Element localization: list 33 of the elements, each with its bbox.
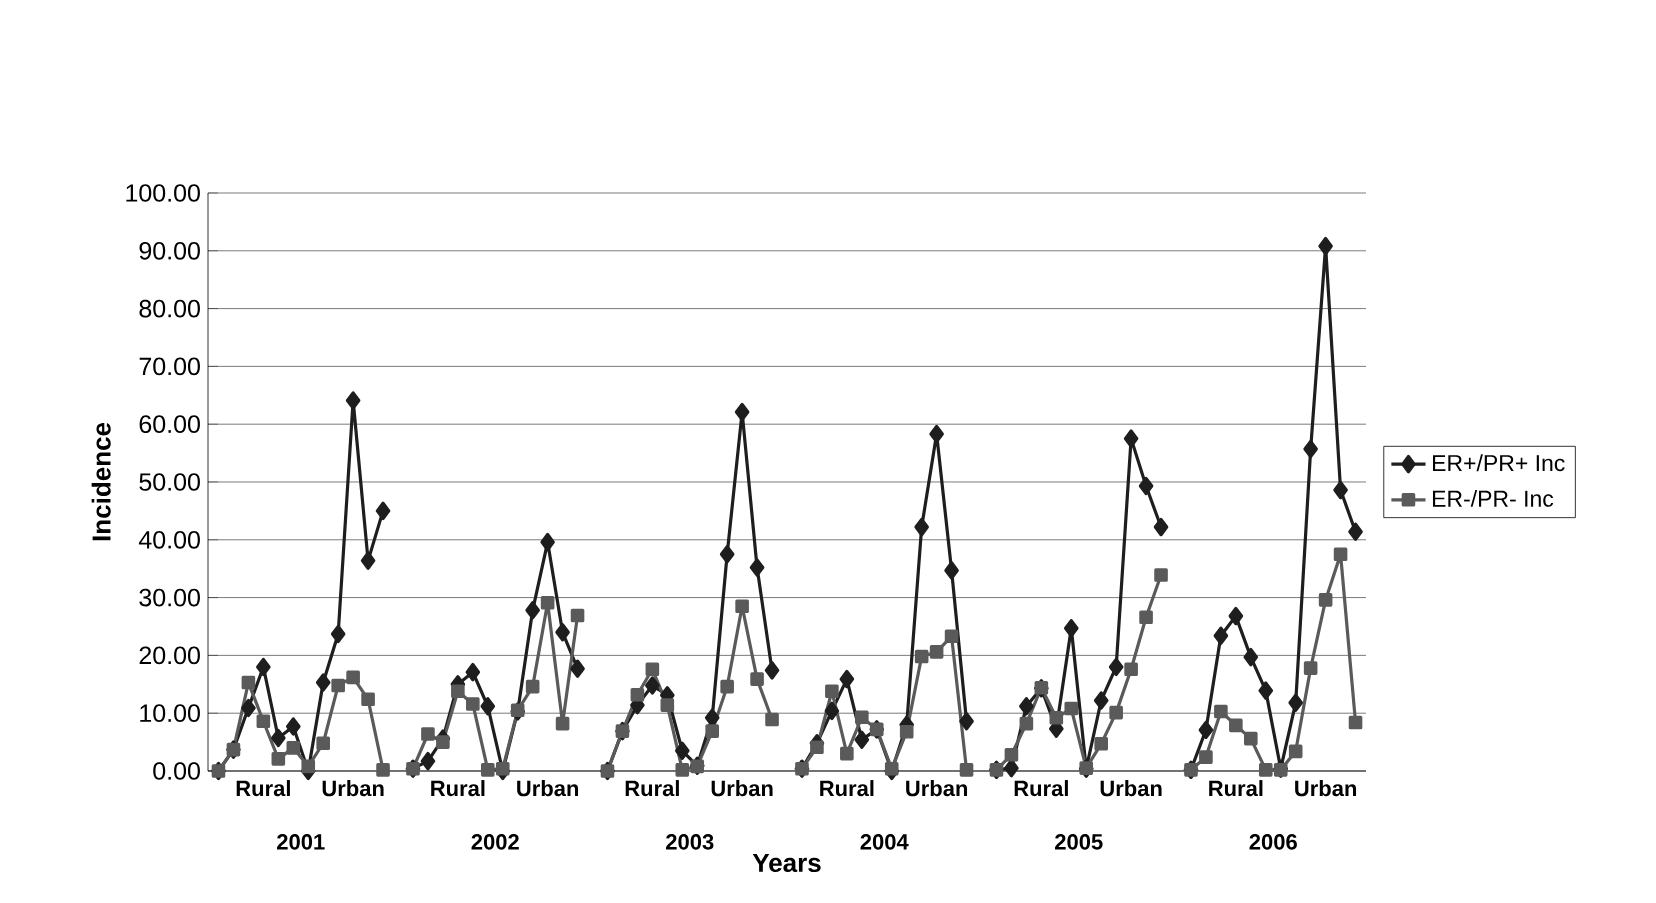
y-tick-label: 100.00: [126, 184, 200, 202]
text: 2002: [471, 834, 519, 850]
legend-label: ER-/PR- Inc: [1433, 490, 1554, 507]
x-tick-label: Urban: [517, 780, 579, 797]
y-tick-label: 80.00: [139, 299, 200, 318]
y-tick-label: 60.00: [139, 415, 200, 434]
x-tick-label: Urban: [1295, 780, 1357, 797]
y-tick-label: 70.00: [139, 357, 200, 376]
text: 2004: [860, 834, 909, 850]
y-tick-label: 10.00: [140, 704, 200, 723]
x-tick-label: Urban: [906, 780, 968, 797]
y-tick-label: 50.00: [139, 473, 200, 491]
y-tick-label: 90.00: [139, 241, 200, 260]
x-tick-label: Rural: [1209, 780, 1263, 797]
y-tick-label: 20.00: [139, 646, 200, 665]
x-tick-label: Rural: [625, 780, 679, 797]
legend-label: ER+/PR+ Inc: [1433, 454, 1565, 472]
x-axis-title: Years: [752, 853, 821, 873]
y-axis-title: Incidence: [91, 422, 111, 541]
y-tick-label: 0.00: [153, 762, 200, 780]
x-tick-label: Rural: [431, 780, 485, 797]
text: 2005: [1055, 834, 1103, 850]
y-tick-label: 30.00: [139, 588, 200, 607]
x-tick-label: Urban: [711, 780, 773, 797]
x-tick-label: Rural: [1014, 780, 1068, 797]
text: 2006: [1249, 834, 1297, 850]
x-tick-label: Rural: [820, 780, 874, 797]
text: 2003: [666, 834, 714, 850]
x-tick-label: Urban: [322, 780, 384, 797]
y-tick-label: 40.00: [138, 530, 200, 549]
text: 2001: [277, 834, 325, 850]
x-tick-label: Rural: [236, 780, 290, 797]
x-tick-label: Urban: [1100, 780, 1162, 797]
